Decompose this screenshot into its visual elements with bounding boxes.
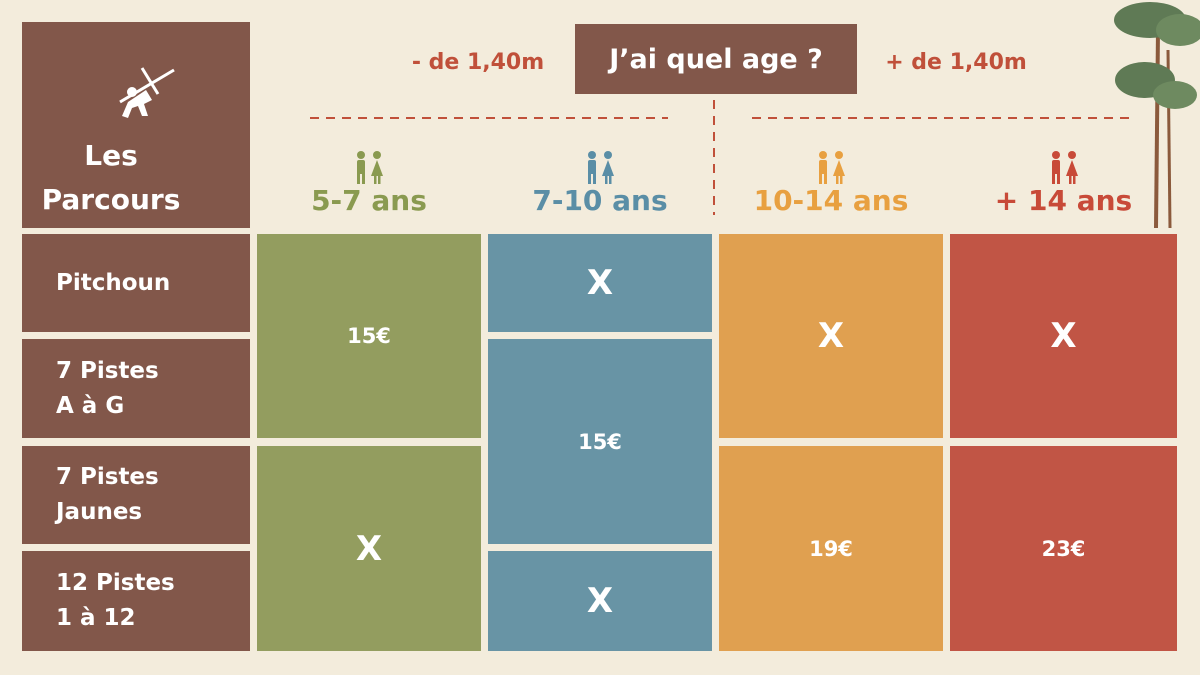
price-cell: 23€ [950,446,1177,651]
row-label: 7 Pistes A à G [22,339,250,438]
column-icon [801,150,861,186]
row-label-line: 1 à 12 [56,605,136,631]
column-header: + 14 ans [994,184,1133,217]
row-label-line: Pitchoun [56,269,171,296]
column-header: 7-10 ans [532,184,668,217]
row-label-line: Jaunes [56,499,143,525]
people-icon [357,151,383,184]
tree [1114,2,1200,229]
row-label: Pitchoun [22,234,250,332]
zipline-icon [119,67,175,118]
price-cell: X [488,551,712,651]
row-label-line: 12 Pistes [56,570,175,596]
title-box: Les Parcours [22,22,250,228]
people-icon [588,151,614,184]
price-cell: X [257,446,481,651]
column-header: 10-14 ans [753,184,909,217]
title-line: Parcours [41,183,181,216]
title-line: Les [84,139,138,172]
column-icon [570,150,630,186]
column-icon [1034,150,1094,186]
group-label: - de 1,40m [411,50,545,75]
price-cell: X [488,234,712,332]
row-label-line: 7 Pistes [56,357,159,384]
group-label: + de 1,40m [885,50,1027,75]
price-cell: 15€ [257,234,481,438]
row-label-line: 7 Pistes [56,464,159,490]
column-header: 5-7 ans [311,184,427,217]
people-icon [1051,151,1078,184]
people-icon [819,151,845,184]
column-icon [339,150,399,186]
row-label: 7 Pistes Jaunes [22,446,250,544]
row-label-line: A à G [56,392,125,419]
question-box: J’ai quel age ? [575,24,857,94]
row-label: 12 Pistes 1 à 12 [22,551,250,651]
title: Les Parcours [22,134,200,222]
price-cell: 19€ [719,446,943,651]
price-cell: X [719,234,943,438]
price-cell: X [950,234,1177,438]
price-cell: 15€ [488,339,712,544]
